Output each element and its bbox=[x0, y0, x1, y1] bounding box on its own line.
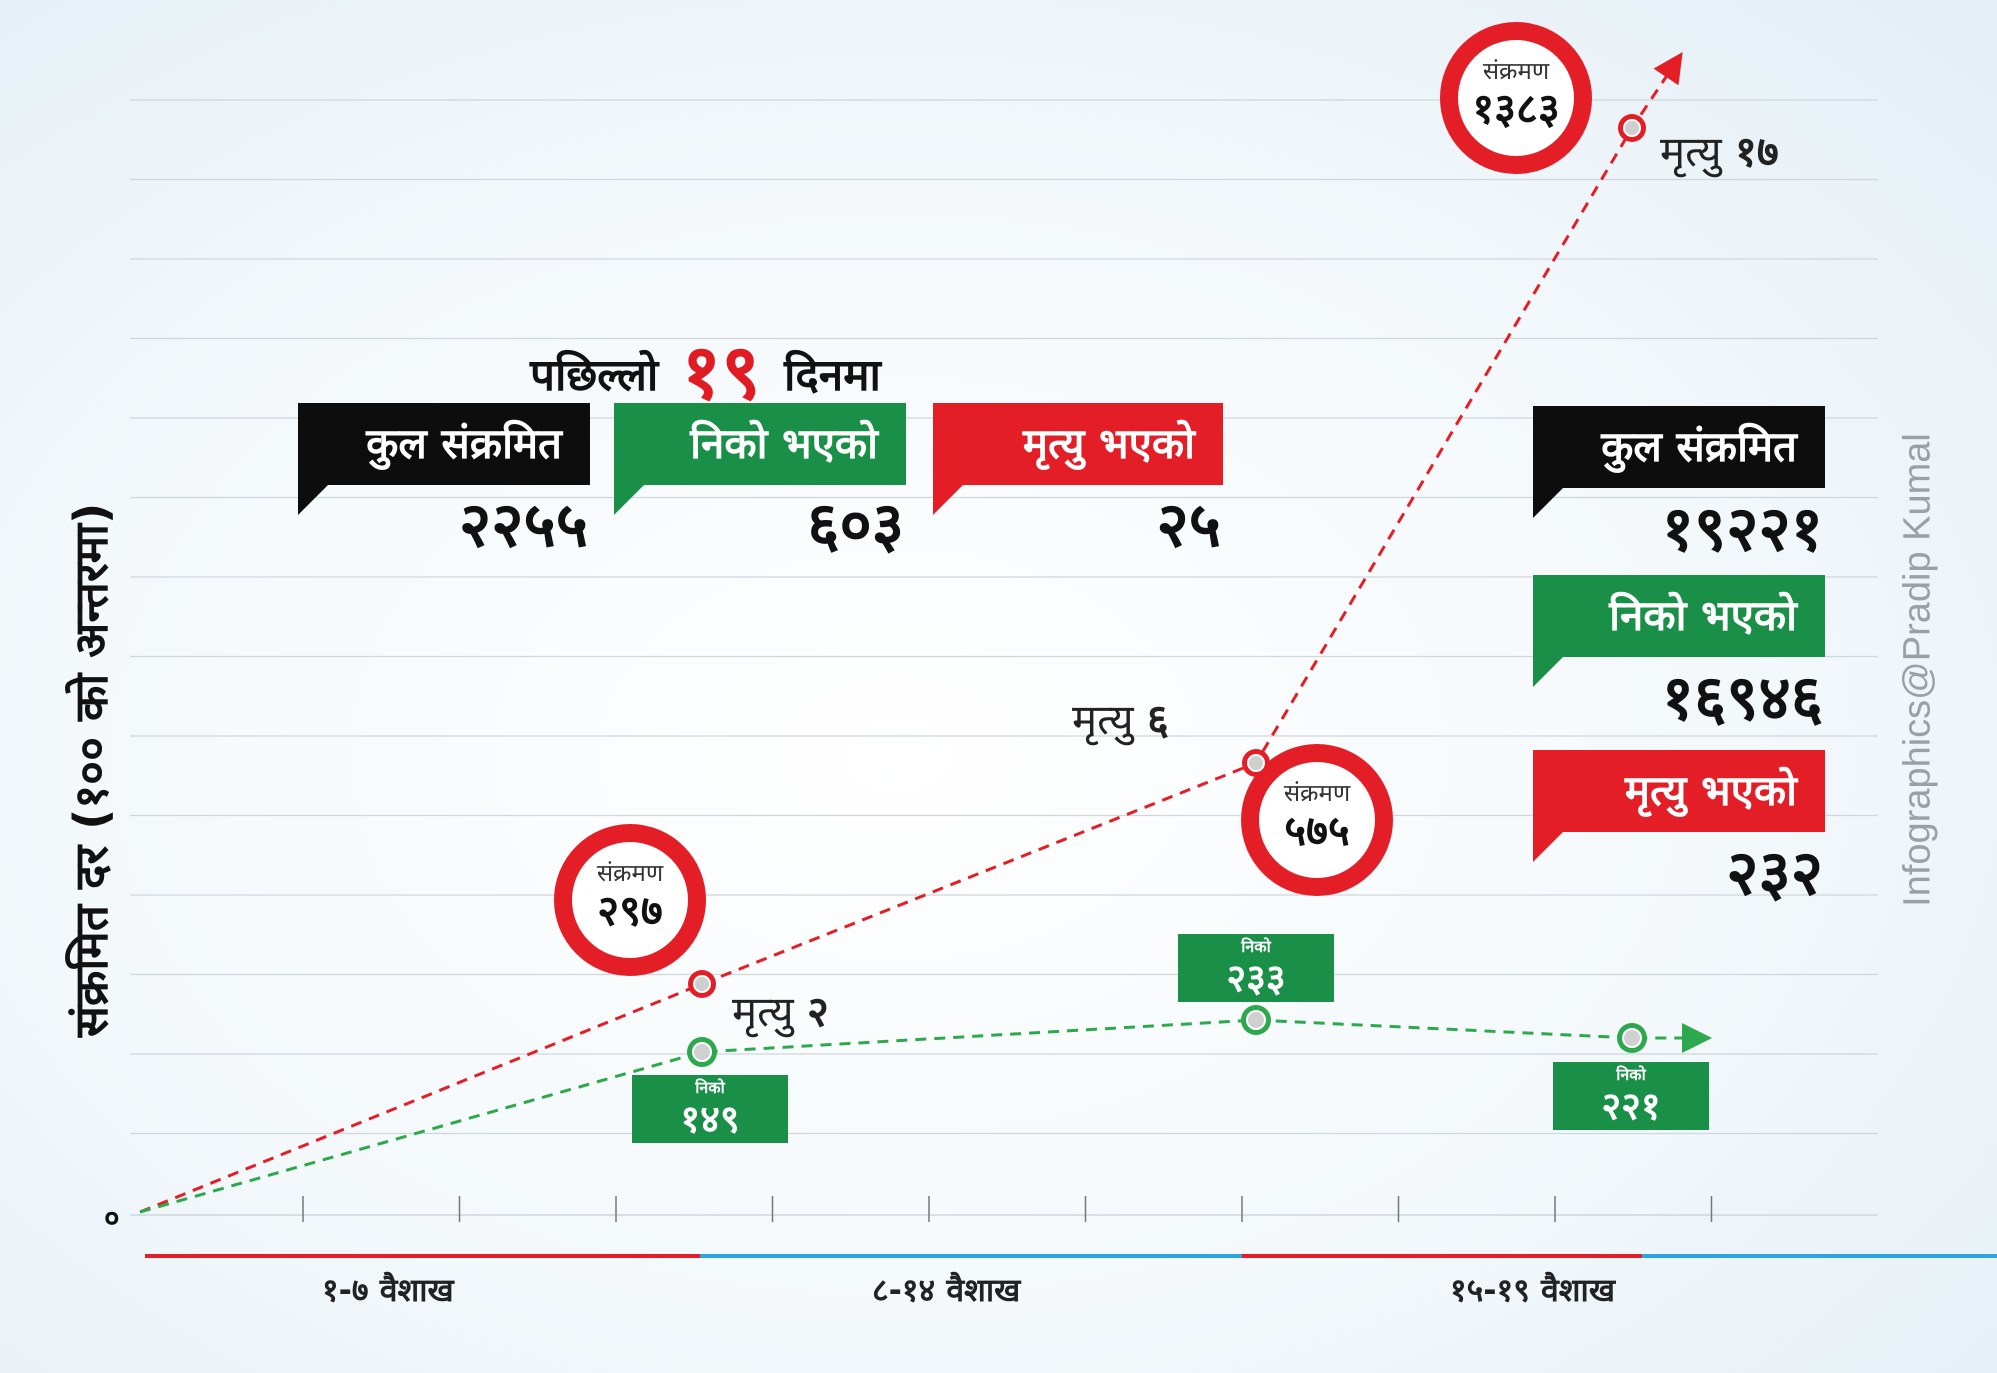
death-label: मृत्यु २ bbox=[732, 987, 829, 1036]
infected-point-core bbox=[693, 975, 711, 993]
recovered-point-core bbox=[692, 1042, 712, 1062]
infection-value-label: संक्रमण २९७ bbox=[555, 858, 705, 934]
y-axis-label: संक्रमित दर (१०० को अन्तरमा) bbox=[64, 502, 118, 1038]
infection-value-label: संक्रमण ५७५ bbox=[1242, 778, 1392, 854]
infection-count: २९७ bbox=[597, 886, 663, 935]
x-tick-label: १५-१९ वैशाख bbox=[1450, 1271, 1615, 1309]
infection-count: १३८३ bbox=[1472, 84, 1560, 133]
overall-recovered-value: १६९४६ bbox=[1661, 661, 1823, 734]
infection-bubble-inner bbox=[572, 842, 688, 958]
overall-deaths-tag: मृत्यु भएको bbox=[1533, 750, 1825, 862]
infection-word: संक्रमण bbox=[1482, 57, 1550, 85]
infection-word: संक्रमण bbox=[1283, 779, 1351, 807]
infection-value-label: संक्रमण १३८३ bbox=[1441, 56, 1591, 132]
death-label: मृत्यु ६ bbox=[1072, 695, 1169, 744]
y-zero-label: ० bbox=[104, 1201, 120, 1236]
chart-title: पछिल्लो १९ दिनमा bbox=[530, 318, 881, 421]
recovered-word: निको bbox=[1616, 1065, 1646, 1084]
total-value: २२५५ bbox=[459, 488, 588, 561]
deaths-value: २५ bbox=[1156, 488, 1221, 561]
x-axis bbox=[145, 1196, 1997, 1258]
overall-total-tag: कुल संक्रमित bbox=[1533, 406, 1825, 518]
infection-bubble-inner bbox=[1259, 762, 1375, 878]
overall-recovered-tag: निको भएको bbox=[1533, 575, 1825, 687]
recovered-count: २२१ bbox=[1601, 1084, 1661, 1128]
infection-bubbles bbox=[554, 22, 1592, 976]
infection-count: ५७५ bbox=[1284, 806, 1350, 855]
series-line-recovered bbox=[139, 1018, 1712, 1214]
grid-lines bbox=[130, 99, 1878, 1216]
title-days: १९ bbox=[681, 327, 761, 416]
recovered-point-core bbox=[1622, 1028, 1642, 1048]
overall-deaths-value: २३२ bbox=[1726, 836, 1823, 909]
death-label: मृत्यु १७ bbox=[1660, 127, 1779, 176]
x-tick-label: १-७ वैशाख bbox=[322, 1271, 454, 1309]
recovered-value: ६०३ bbox=[807, 488, 904, 561]
deaths-tag: मृत्यु भएको bbox=[933, 403, 1223, 515]
x-tick-label: ८-१४ वैशाख bbox=[872, 1271, 1021, 1309]
recovered-count: २३३ bbox=[1226, 956, 1286, 1000]
recovered-word: निको bbox=[1241, 937, 1271, 956]
total-tag: कुल संक्रमित bbox=[298, 403, 590, 515]
recovered-point-core bbox=[1246, 1010, 1266, 1030]
title-pre: पछिल्लो bbox=[530, 350, 659, 401]
infection-word: संक्रमण bbox=[596, 859, 664, 887]
recovered-tag: निको भएको bbox=[614, 403, 906, 515]
infected-point-core bbox=[1623, 119, 1641, 137]
title-post: दिनमा bbox=[784, 350, 881, 401]
recovered-count: १४९ bbox=[680, 1097, 740, 1141]
credit: Infographics@Pradip Kumal bbox=[1896, 433, 1939, 907]
infection-bubble-inner bbox=[1458, 40, 1574, 156]
infected-point-core bbox=[1247, 754, 1265, 772]
series-points bbox=[687, 114, 1647, 1067]
recovered-word: निको bbox=[695, 1078, 725, 1097]
recovered-value-label: निको २२१ bbox=[1553, 1062, 1709, 1130]
series-lines bbox=[139, 52, 1712, 1214]
overall-total-value: १९२२१ bbox=[1661, 492, 1823, 565]
series-line-infected bbox=[139, 52, 1683, 1214]
recovered-value-label: निको २३३ bbox=[1178, 934, 1334, 1002]
recovered-value-label: निको १४९ bbox=[632, 1075, 788, 1143]
